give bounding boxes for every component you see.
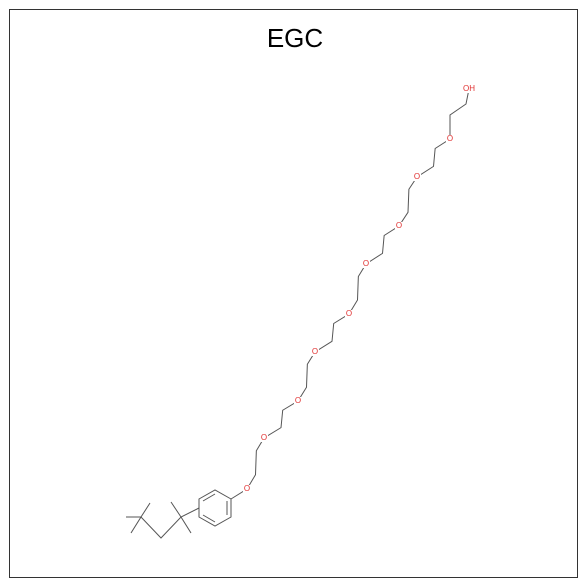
title: EGC bbox=[267, 23, 323, 53]
atom-bg bbox=[446, 135, 454, 143]
atom-label: O bbox=[295, 396, 301, 405]
chain-bond bbox=[230, 88, 470, 500]
atom-bg bbox=[294, 397, 302, 405]
atom-bg bbox=[362, 260, 370, 268]
tail-bond bbox=[126, 507, 200, 539]
atom-bg bbox=[311, 348, 319, 356]
tail-bond bbox=[180, 516, 192, 534]
atom-label: O bbox=[261, 433, 267, 442]
atom-bg bbox=[345, 310, 353, 318]
atom-label: O bbox=[396, 221, 402, 230]
atom-bg bbox=[462, 85, 476, 93]
atom-label: O bbox=[447, 134, 453, 143]
tail-bond bbox=[130, 516, 142, 534]
atom-label: O bbox=[244, 484, 250, 493]
ring-inner-bond bbox=[202, 493, 216, 502]
tail-bond bbox=[140, 502, 151, 518]
atom-label: O bbox=[414, 172, 420, 181]
atoms: OH O O O O O O O O O bbox=[243, 84, 476, 493]
atom-bg bbox=[243, 485, 251, 493]
atom-label: OH bbox=[463, 84, 475, 93]
tail-bond bbox=[170, 501, 182, 518]
atom-label: O bbox=[346, 309, 352, 318]
ring-inner-bond bbox=[202, 514, 216, 523]
atom-label: O bbox=[363, 259, 369, 268]
frame bbox=[9, 9, 578, 578]
ring-bond bbox=[198, 489, 232, 527]
atom-bg bbox=[413, 173, 421, 181]
atom-bg bbox=[260, 434, 268, 442]
bonds bbox=[126, 88, 470, 539]
atom-label: O bbox=[312, 347, 318, 356]
atom-bg bbox=[395, 222, 403, 230]
